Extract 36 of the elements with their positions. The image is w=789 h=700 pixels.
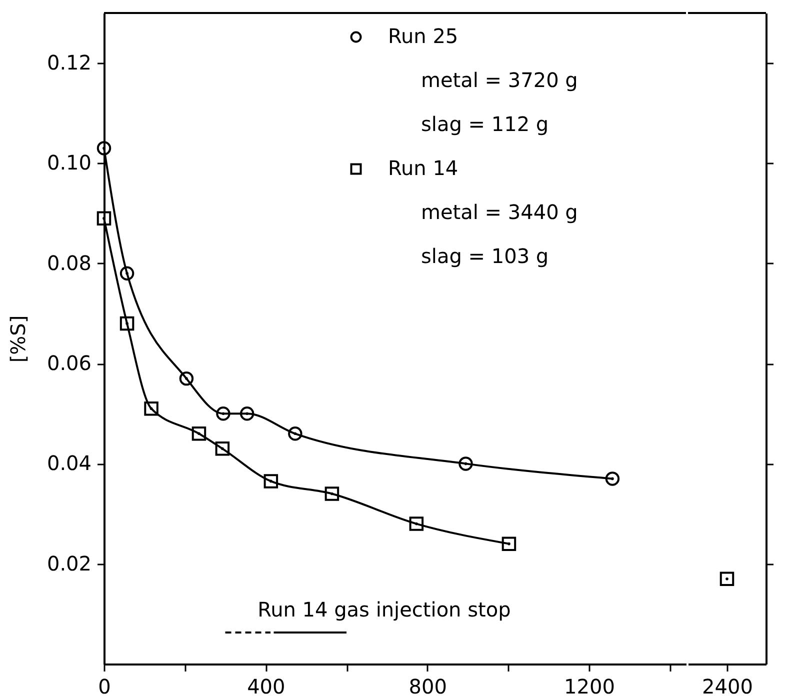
y-axis-title: [%S] [6,315,30,363]
point [264,474,278,488]
point [120,316,134,331]
annotation: Run 14 gas injection stop [258,597,511,622]
x-tick-label: 2400 [702,674,753,698]
point [144,401,158,416]
y-tick-label: 0.10 [46,150,92,175]
point [216,406,230,421]
y-tick-label: 0.02 [46,551,92,576]
y-tick-label: 0.06 [46,351,92,376]
point [605,472,620,486]
point [96,141,112,156]
legend-label: Run 25 [388,24,458,48]
point [502,536,516,551]
point [324,486,340,501]
point [96,211,112,226]
legend-label: Run 14 [388,156,458,180]
point [458,456,473,471]
annotation: slag = 103 g [421,244,549,268]
x-tick-label: 0 [98,674,111,698]
y-tick-label: 0.04 [46,451,92,476]
annotation: slag = 112 g [421,112,549,136]
point [240,406,254,421]
point [288,426,302,441]
y-tick-label: 0.08 [46,250,92,275]
point [179,371,194,386]
annotation: metal = 3440 g [421,200,578,224]
x-tick-label: 1200 [564,674,615,698]
point [409,516,424,531]
y-tick-label: 0.12 [46,50,92,75]
point [120,266,134,281]
x-tick-label: 400 [247,674,286,698]
point [215,442,230,456]
point [192,426,206,441]
annotation: metal = 3720 g [421,68,578,92]
x-tick-label: 800 [408,674,447,698]
